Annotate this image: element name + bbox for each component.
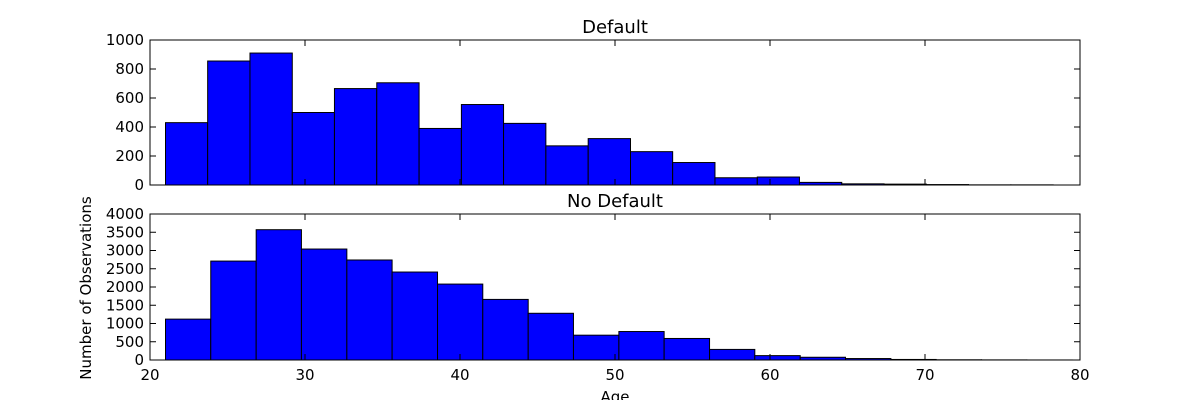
default-bar	[503, 122, 547, 186]
default-bar	[418, 127, 462, 186]
default-bar	[376, 82, 420, 186]
no-default-x-tick-label: 60	[760, 366, 779, 384]
x-axis-label: Age	[600, 388, 629, 400]
no-default-bar	[618, 331, 665, 361]
no-default-bar	[572, 334, 620, 361]
no-default-y-tick-label: 500	[115, 333, 144, 351]
no-default-bar	[527, 312, 574, 361]
no-default-y-tick-label: 1500	[106, 296, 144, 314]
default-bars	[165, 52, 1054, 186]
default-bar	[165, 122, 209, 186]
no-default-panel-title: No Default	[567, 191, 663, 212]
default-bar	[630, 151, 674, 186]
no-default-bar	[709, 348, 756, 361]
no-default-x-ticks: 20 30 40 50 60 70 80	[140, 214, 1090, 384]
no-default-bar	[165, 318, 212, 361]
default-bar	[587, 138, 631, 186]
default-bar	[291, 112, 335, 186]
no-default-bar	[754, 355, 801, 361]
no-default-y-tick-label: 4000	[106, 205, 144, 223]
no-default-plot-frame	[149, 213, 1081, 361]
no-default-histogram-panel: No Default 05001000150020002500300035004…	[77, 191, 1090, 400]
default-y-tick-label: 800	[115, 60, 144, 78]
default-x-ticks	[149, 40, 1081, 185]
default-bar	[756, 176, 800, 186]
no-default-bar	[437, 283, 484, 361]
default-bar	[460, 104, 505, 186]
default-bar	[333, 88, 378, 186]
no-default-bar	[663, 337, 711, 361]
default-y-ticks: 0 200 400 600 800 1000	[106, 31, 1080, 194]
default-y-tick-label: 1000	[106, 31, 144, 49]
no-default-y-tick-label: 0	[134, 351, 144, 369]
no-default-x-tick-label: 80	[1070, 366, 1089, 384]
no-default-y-tick-label: 3000	[106, 242, 144, 260]
default-y-tick-label: 0	[134, 176, 144, 194]
no-default-bar	[210, 260, 257, 361]
default-panel-title: Default	[582, 17, 648, 38]
default-bar	[714, 177, 758, 186]
default-y-tick-label: 400	[115, 118, 144, 136]
no-default-bar	[482, 298, 529, 361]
no-default-x-tick-label: 70	[915, 366, 934, 384]
no-default-bar	[391, 271, 439, 361]
default-histogram-panel: Default 0 200 400 600 800 1000	[106, 17, 1081, 194]
no-default-x-tick-label: 30	[295, 366, 314, 384]
no-default-y-tick-label: 3500	[106, 223, 144, 241]
no-default-bar	[255, 229, 302, 361]
default-y-tick-label: 200	[115, 147, 144, 165]
y-axis-label: Number of Observations	[77, 196, 95, 380]
no-default-y-tick-label: 1000	[106, 315, 144, 333]
default-bar	[545, 145, 589, 186]
no-default-x-tick-label: 50	[605, 366, 624, 384]
no-default-bar	[300, 248, 348, 361]
default-bar	[207, 60, 251, 186]
no-default-x-tick-label: 20	[140, 366, 159, 384]
no-default-y-tick-label: 2500	[106, 260, 144, 278]
no-default-bar	[346, 259, 393, 361]
default-y-tick-label: 600	[115, 89, 144, 107]
default-bar	[249, 52, 293, 186]
no-default-x-tick-label: 40	[450, 366, 469, 384]
default-bar	[672, 162, 716, 186]
no-default-y-tick-label: 2000	[106, 278, 144, 296]
no-default-bars	[165, 229, 1073, 361]
